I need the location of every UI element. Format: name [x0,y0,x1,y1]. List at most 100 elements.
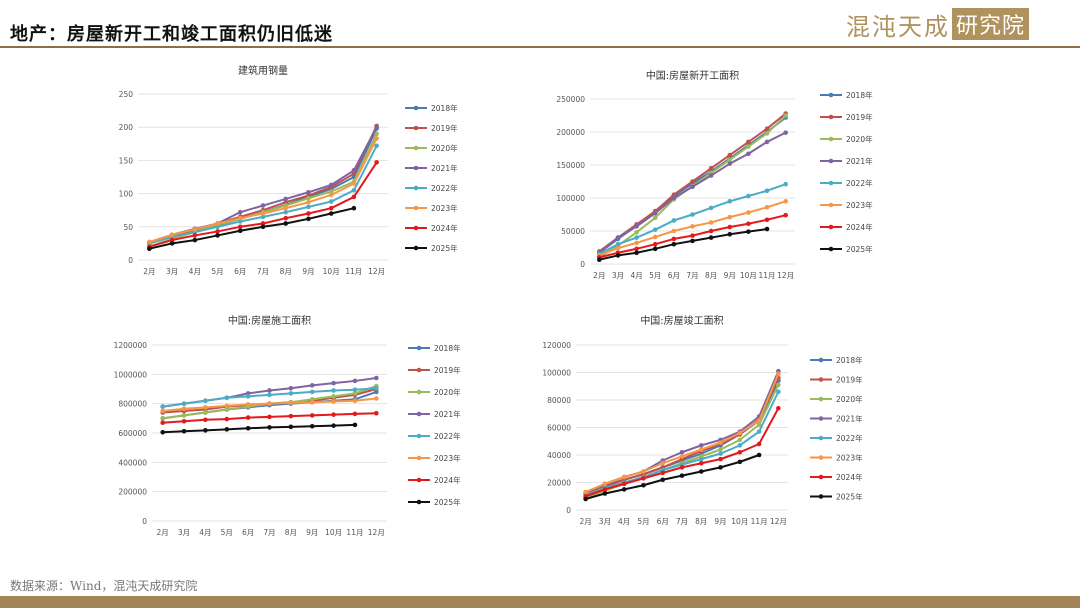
x-tick-label: 12月 [368,267,385,276]
series-line [585,454,760,500]
data-point [203,417,208,423]
data-point [634,250,639,256]
y-tick-label: 60000 [547,424,571,433]
legend-label: 2025年 [846,244,873,254]
x-tick-label: 10月 [323,267,340,276]
data-point [374,410,379,416]
data-point [634,230,639,235]
y-tick-label: 0 [580,260,585,269]
data-point [331,423,336,428]
legend-label: 2021年 [846,156,873,166]
data-point [718,451,723,456]
chart-construction-steel-svg: 建筑用钢量 0 50 100 150 200 250 2月 3月 4月 5月 6月 7月 8月 9月 10月 1… [119,64,458,276]
y-tick-label: 0 [142,517,147,526]
data-point [671,195,677,201]
legend-label: 2018年 [434,343,461,353]
data-point [328,192,334,198]
x-tick-label: 7月 [257,267,269,276]
x-tick-label: 8月 [705,271,717,280]
chart-new-construction-area-svg: 中国:房屋新开工面积 0 50000 100000 150000 200000 250000… [556,69,873,280]
data-point [764,126,770,131]
data-point [288,391,294,396]
legend-label: 2023年 [846,200,873,210]
data-point [237,224,243,230]
data-point [583,496,588,502]
data-point [351,187,357,193]
data-point [615,241,621,247]
x-tick-label: 6月 [242,528,254,537]
x-tick-label: 11月 [751,517,768,526]
data-point [331,412,336,417]
legend-label: 2020年 [836,394,863,404]
legend-marker [413,205,419,211]
legend-marker [818,435,824,441]
data-point [309,389,315,395]
data-point [698,460,704,466]
x-tick-label: 4月 [618,517,630,526]
data-point [374,375,379,381]
y-tick-label: 0 [566,506,571,515]
y-tick-label: 100 [119,190,134,199]
data-point [746,144,751,149]
chart-under-construction-area-svg: 中国:房屋施工面积 0 200000 400000 600000 800000 100000… [114,314,461,537]
data-point [352,411,358,417]
data-point [352,391,358,396]
data-point [352,398,358,404]
legend-marker [416,499,422,505]
legend-marker [818,357,824,363]
data-point [351,181,357,186]
legend-label: 2018年 [846,90,873,100]
data-point [776,382,781,388]
company-logo: 混沌天成 研究院 [846,8,1030,41]
y-tick-label: 150 [119,156,134,165]
legend-marker [828,246,834,252]
legend-label: 2025年 [434,497,461,507]
header-divider [0,46,1080,48]
data-point [652,215,658,221]
legend-marker [818,494,824,499]
legend-label: 2022年 [846,178,873,188]
legend-marker [416,477,422,483]
data-point [306,211,311,216]
legend-label: 2019年 [846,112,873,122]
data-point [652,227,658,232]
x-tick-label: 11月 [345,267,362,276]
y-tick-label: 120000 [542,341,571,350]
data-point [737,459,743,465]
data-point [634,235,639,240]
data-point [160,420,165,426]
chart-completed-area: 中国:房屋竣工面积 0 20000 40000 60000 80000 100000 1200… [540,310,880,535]
legend-marker [828,92,834,98]
chart-new-construction-area: 中国:房屋新开工面积 0 50000 100000 150000 200000 250000… [550,65,890,295]
data-point [267,425,272,430]
data-point [783,113,788,118]
data-point [309,423,315,429]
legend-label: 2019年 [431,123,458,133]
legend-label: 2024年 [434,475,461,485]
footer-bar [0,596,1080,608]
data-point [652,234,658,240]
data-point [260,214,266,220]
data-point [331,399,336,404]
y-tick-label: 200 [119,123,134,132]
data-point [679,473,685,478]
y-tick-label: 100000 [556,194,585,203]
y-tick-label: 80000 [547,396,571,405]
data-point [245,415,251,420]
x-tick-label: 7月 [676,517,688,526]
data-point [203,398,208,404]
y-tick-label: 400000 [118,458,147,467]
data-point [690,184,695,190]
data-point [756,452,762,458]
chart-title: 建筑用钢量 [238,64,288,77]
data-point [260,211,266,216]
data-point [352,387,358,393]
legend-label: 2024年 [431,223,458,233]
y-tick-label: 200000 [118,488,147,497]
legend-label: 2019年 [434,365,461,375]
x-tick-label: 5月 [211,267,223,276]
data-point [160,416,165,421]
data-point [147,239,152,245]
data-point [283,215,289,221]
data-point [746,229,751,234]
